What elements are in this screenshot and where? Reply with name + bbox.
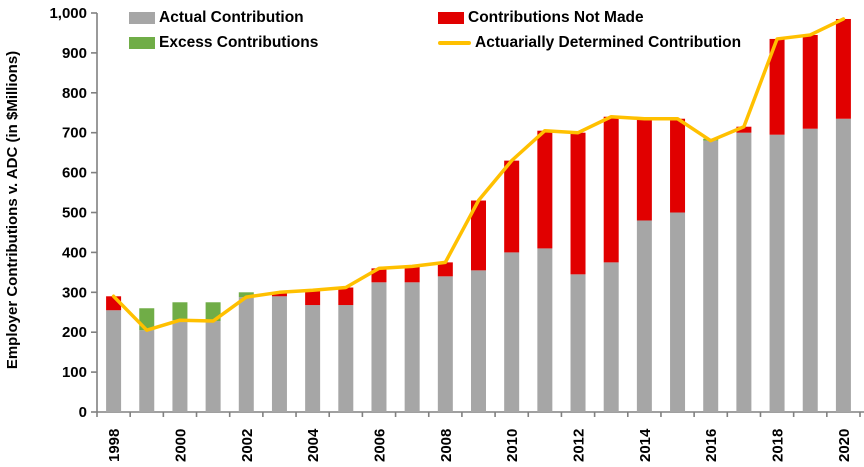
x-tick-label: 2012 [571,429,588,462]
bar-segment-2015 [670,118,686,213]
adc-line-swatch-icon [438,41,471,45]
bar-segment-2009 [471,270,486,412]
y-tick-label: 1,000 [49,5,87,22]
x-tick-label: 2006 [371,429,388,462]
y-tick-label: 600 [62,165,87,182]
bar-segment-2008 [437,262,453,277]
x-tick-label: 1998 [106,429,123,462]
x-tick-label: 2014 [637,428,654,462]
bar-segment-2013 [603,116,619,263]
plot-area: 0 100 200 300 400 500 600 700 800 900 1,000 1998 200… [49,5,864,462]
x-tick-label: 2016 [703,429,720,462]
bar-segment-2003 [271,292,287,297]
bar-segment-2005 [338,305,354,412]
bar-segment-2015 [670,212,686,412]
adc-line [111,17,846,332]
y-tick-label: 900 [62,45,87,62]
bar-segment-2018 [769,38,785,135]
bar-segment-2017 [736,126,752,133]
bar-segment-2009 [471,200,486,271]
legend-column-left: Actual Contribution Excess Contributions [129,9,318,52]
bar-segment-2019 [802,34,818,129]
bar-segment-2007 [404,282,420,412]
y-tick-label: 500 [62,205,87,222]
excess-contributions-swatch-icon [129,37,155,49]
bar-segment-2000 [172,320,188,412]
legend-item-adc-line: Actuarially Determined Contribution [438,34,741,52]
actual-contribution-swatch-icon [129,12,155,24]
x-tick-label: 2004 [305,428,322,462]
bar-segment-2014 [636,220,652,412]
y-tick-label: 300 [62,284,87,301]
x-tick-label: 2018 [770,429,787,462]
x-tick-label: 2008 [438,429,455,462]
bar-segment-2007 [404,266,420,283]
bar-segment-2011 [537,130,553,249]
y-tick-label: 0 [79,404,87,421]
bar-segment-2012 [570,274,586,412]
bar-segment-2010 [504,252,520,412]
y-tick-label: 700 [62,125,87,142]
legend-item-actual-contribution: Actual Contribution [129,9,318,27]
bar-segment-2003 [271,296,287,412]
bar-segment-2014 [636,118,652,221]
bar-segment-2000 [172,302,188,321]
legend-label: Contributions Not Made [468,9,644,26]
y-tick-label: 400 [62,244,87,261]
bar-segment-2010 [504,160,520,253]
bar-segment-2004 [305,305,321,412]
y-tick-label: 800 [62,85,87,102]
y-tick-label: 200 [62,324,87,341]
x-tick-label: 2000 [172,429,189,462]
bar-segment-2011 [537,248,553,412]
legend-item-excess-contributions: Excess Contributions [129,34,318,52]
bar-segment-2005 [338,287,354,306]
bar-segment-1999 [139,330,155,412]
contributions-not-made-swatch-icon [438,12,464,24]
bar-segment-2013 [603,262,619,412]
legend-label: Excess Contributions [159,34,319,51]
bar-segment-2017 [736,132,752,412]
bar-segment-2016 [703,140,719,412]
x-tick-label: 2020 [836,429,853,462]
bar-segment-2004 [305,290,321,306]
bar-segment-2018 [769,134,785,412]
legend-label: Actuarially Determined Contribution [475,34,742,51]
bar-segment-2019 [802,128,818,412]
x-tick-label: 2002 [239,429,256,462]
bar-segment-2006 [371,282,387,412]
bar-segment-2008 [437,276,453,412]
y-tick-label: 100 [62,364,87,381]
bar-segment-2020 [835,18,851,119]
x-tick-label: 2010 [504,429,521,462]
legend-label: Actual Contribution [159,9,304,26]
legend-column-right: Contributions Not Made Actuarially Deter… [438,9,741,52]
bar-segment-2002 [238,292,254,298]
y-axis-title: Employer Contributions v. ADC (in $Milli… [4,51,21,369]
bar-segment-2002 [238,297,254,412]
bar-segment-1998 [106,310,122,412]
bar-segment-2012 [570,132,586,275]
bar-segment-2001 [205,321,221,412]
bar-segment-2020 [835,118,851,413]
legend-item-contributions-not-made: Contributions Not Made [438,9,741,27]
